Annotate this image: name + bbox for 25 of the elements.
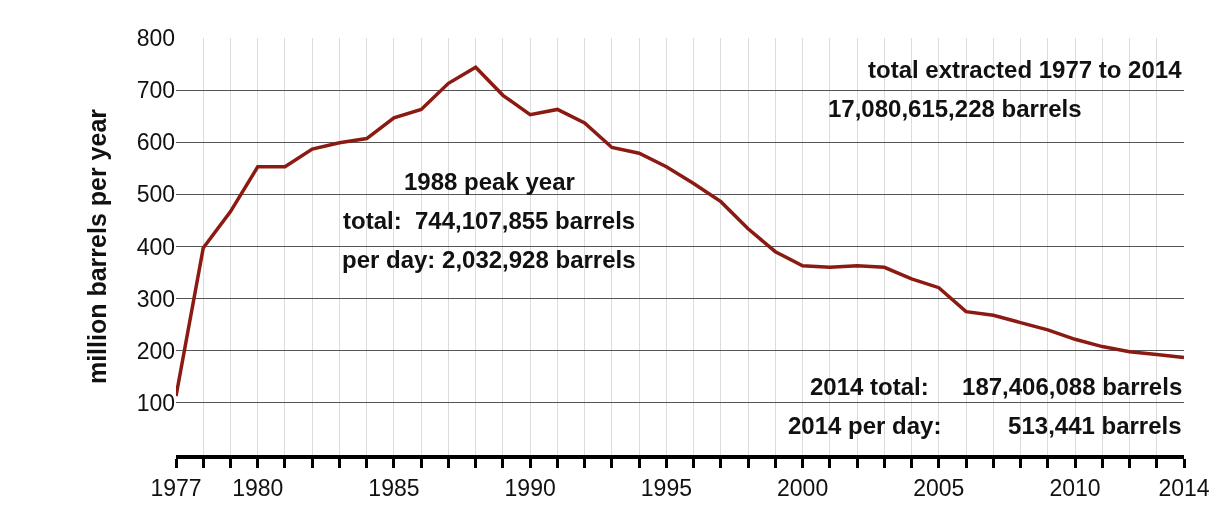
x-tick-label: 1990 [504,474,556,501]
y-tick-label: 500 [136,181,175,208]
annotation: per day: 2,032,928 barrels [342,246,636,273]
x-tick-label: 1977 [150,474,202,501]
x-tick-label: 1995 [640,474,692,501]
annotation: 2014 total: 187,406,088 barrels [810,373,1183,400]
annotation: 17,080,615,228 barrels [828,95,1082,122]
x-tick-label: 1980 [232,474,284,501]
x-tick-label: 1985 [368,474,420,501]
y-axis-title: million barrels per year [83,108,112,385]
y-tick-label: 400 [136,233,175,260]
y-tick-label: 300 [136,285,175,312]
y-tick-label: 600 [136,129,175,156]
x-tick-label: 2005 [913,474,965,501]
annotation: total: 744,107,855 barrels [343,207,636,234]
y-tick-label: 100 [136,389,175,416]
x-tick-label: 2014 [1158,474,1210,501]
annotation: 2014 per day: 513,441 barrels [788,412,1182,439]
annotation: 1988 peak year [404,168,575,195]
annotation: total extracted 1977 to 2014 [868,56,1183,83]
y-tick-label: 700 [136,77,175,104]
x-tick-label: 2010 [1049,474,1101,501]
x-tick-label: 2000 [777,474,829,501]
y-tick-label: 800 [136,25,175,52]
y-tick-label: 200 [136,337,175,364]
